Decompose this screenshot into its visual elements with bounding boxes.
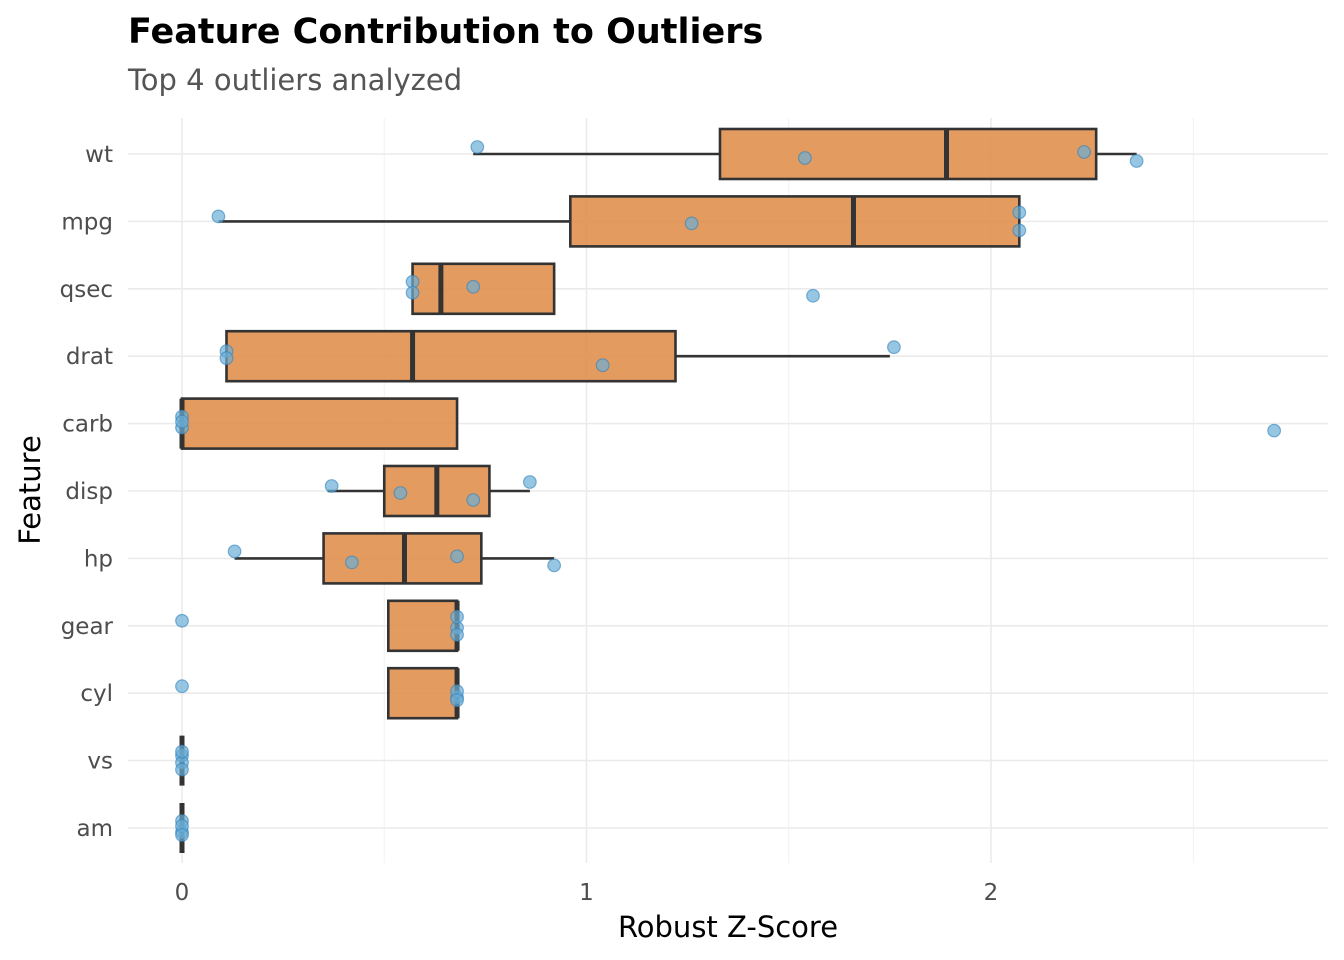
point-hp — [227, 544, 242, 559]
point-gear — [450, 627, 464, 642]
box-wt — [718, 127, 1098, 181]
point-carb — [1267, 423, 1282, 438]
y-tick-label-vs: vs — [87, 749, 113, 775]
box-qsec — [411, 262, 556, 316]
y-tick-label-am: am — [77, 816, 114, 842]
y-tick-label-mpg: mpg — [61, 209, 113, 235]
point-mpg — [1012, 205, 1027, 220]
y-tick-labels: wt mpg qsec drat carb disp hp gear cyl vs am — [60, 142, 114, 842]
y-tick-label-wt: wt — [85, 142, 113, 168]
box-cyl — [386, 666, 459, 720]
point-wt — [470, 140, 485, 154]
point-cyl — [175, 679, 189, 694]
chart-title: Feature Contribution to Outliers — [128, 12, 763, 52]
y-tick-label-disp: disp — [65, 479, 113, 505]
point-hp — [450, 549, 464, 564]
point-qsec — [405, 285, 420, 300]
x-tick-label: 2 — [984, 880, 999, 906]
x-tick-labels: 0 1 2 — [175, 880, 999, 906]
y-tick-label-qsec: qsec — [60, 277, 113, 303]
point-disp — [466, 493, 481, 507]
box-drat — [225, 329, 677, 383]
y-tick-label-carb: carb — [62, 412, 113, 438]
point-mpg — [211, 209, 226, 224]
point-hp — [547, 558, 562, 573]
y-axis-title: Feature — [13, 435, 47, 545]
points — [175, 140, 1282, 842]
point-gear — [175, 613, 189, 628]
point-gear — [450, 609, 464, 624]
y-tick-label-cyl: cyl — [80, 681, 113, 707]
point-drat — [595, 358, 610, 373]
point-drat — [887, 340, 901, 355]
box-carb — [180, 397, 459, 450]
x-tick-label: 1 — [579, 880, 594, 906]
point-carb — [175, 414, 189, 429]
point-vs — [175, 744, 189, 759]
point-cyl — [450, 693, 464, 708]
point-hp — [344, 555, 359, 570]
y-tick-label-gear: gear — [61, 614, 114, 640]
point-wt — [1077, 145, 1091, 159]
point-qsec — [466, 279, 481, 294]
point-drat — [219, 351, 234, 366]
point-mpg — [684, 216, 699, 231]
point-vs — [175, 762, 189, 777]
box-mpg — [569, 195, 1021, 248]
box-gear — [386, 599, 459, 653]
point-qsec — [806, 288, 820, 303]
point-disp — [393, 486, 408, 500]
point-wt — [1129, 154, 1144, 168]
chart-subtitle: Top 4 outliers analyzed — [127, 63, 462, 97]
point-am — [175, 828, 189, 842]
point-disp — [522, 475, 537, 489]
x-axis-title: Robust Z-Score — [618, 910, 838, 944]
point-wt — [798, 151, 812, 165]
point-mpg — [1012, 223, 1027, 238]
y-tick-label-drat: drat — [66, 344, 113, 370]
point-disp — [324, 479, 339, 493]
whiskers — [218, 152, 1137, 560]
y-tick-label-hp: hp — [84, 546, 113, 572]
x-tick-label: 0 — [175, 880, 190, 906]
